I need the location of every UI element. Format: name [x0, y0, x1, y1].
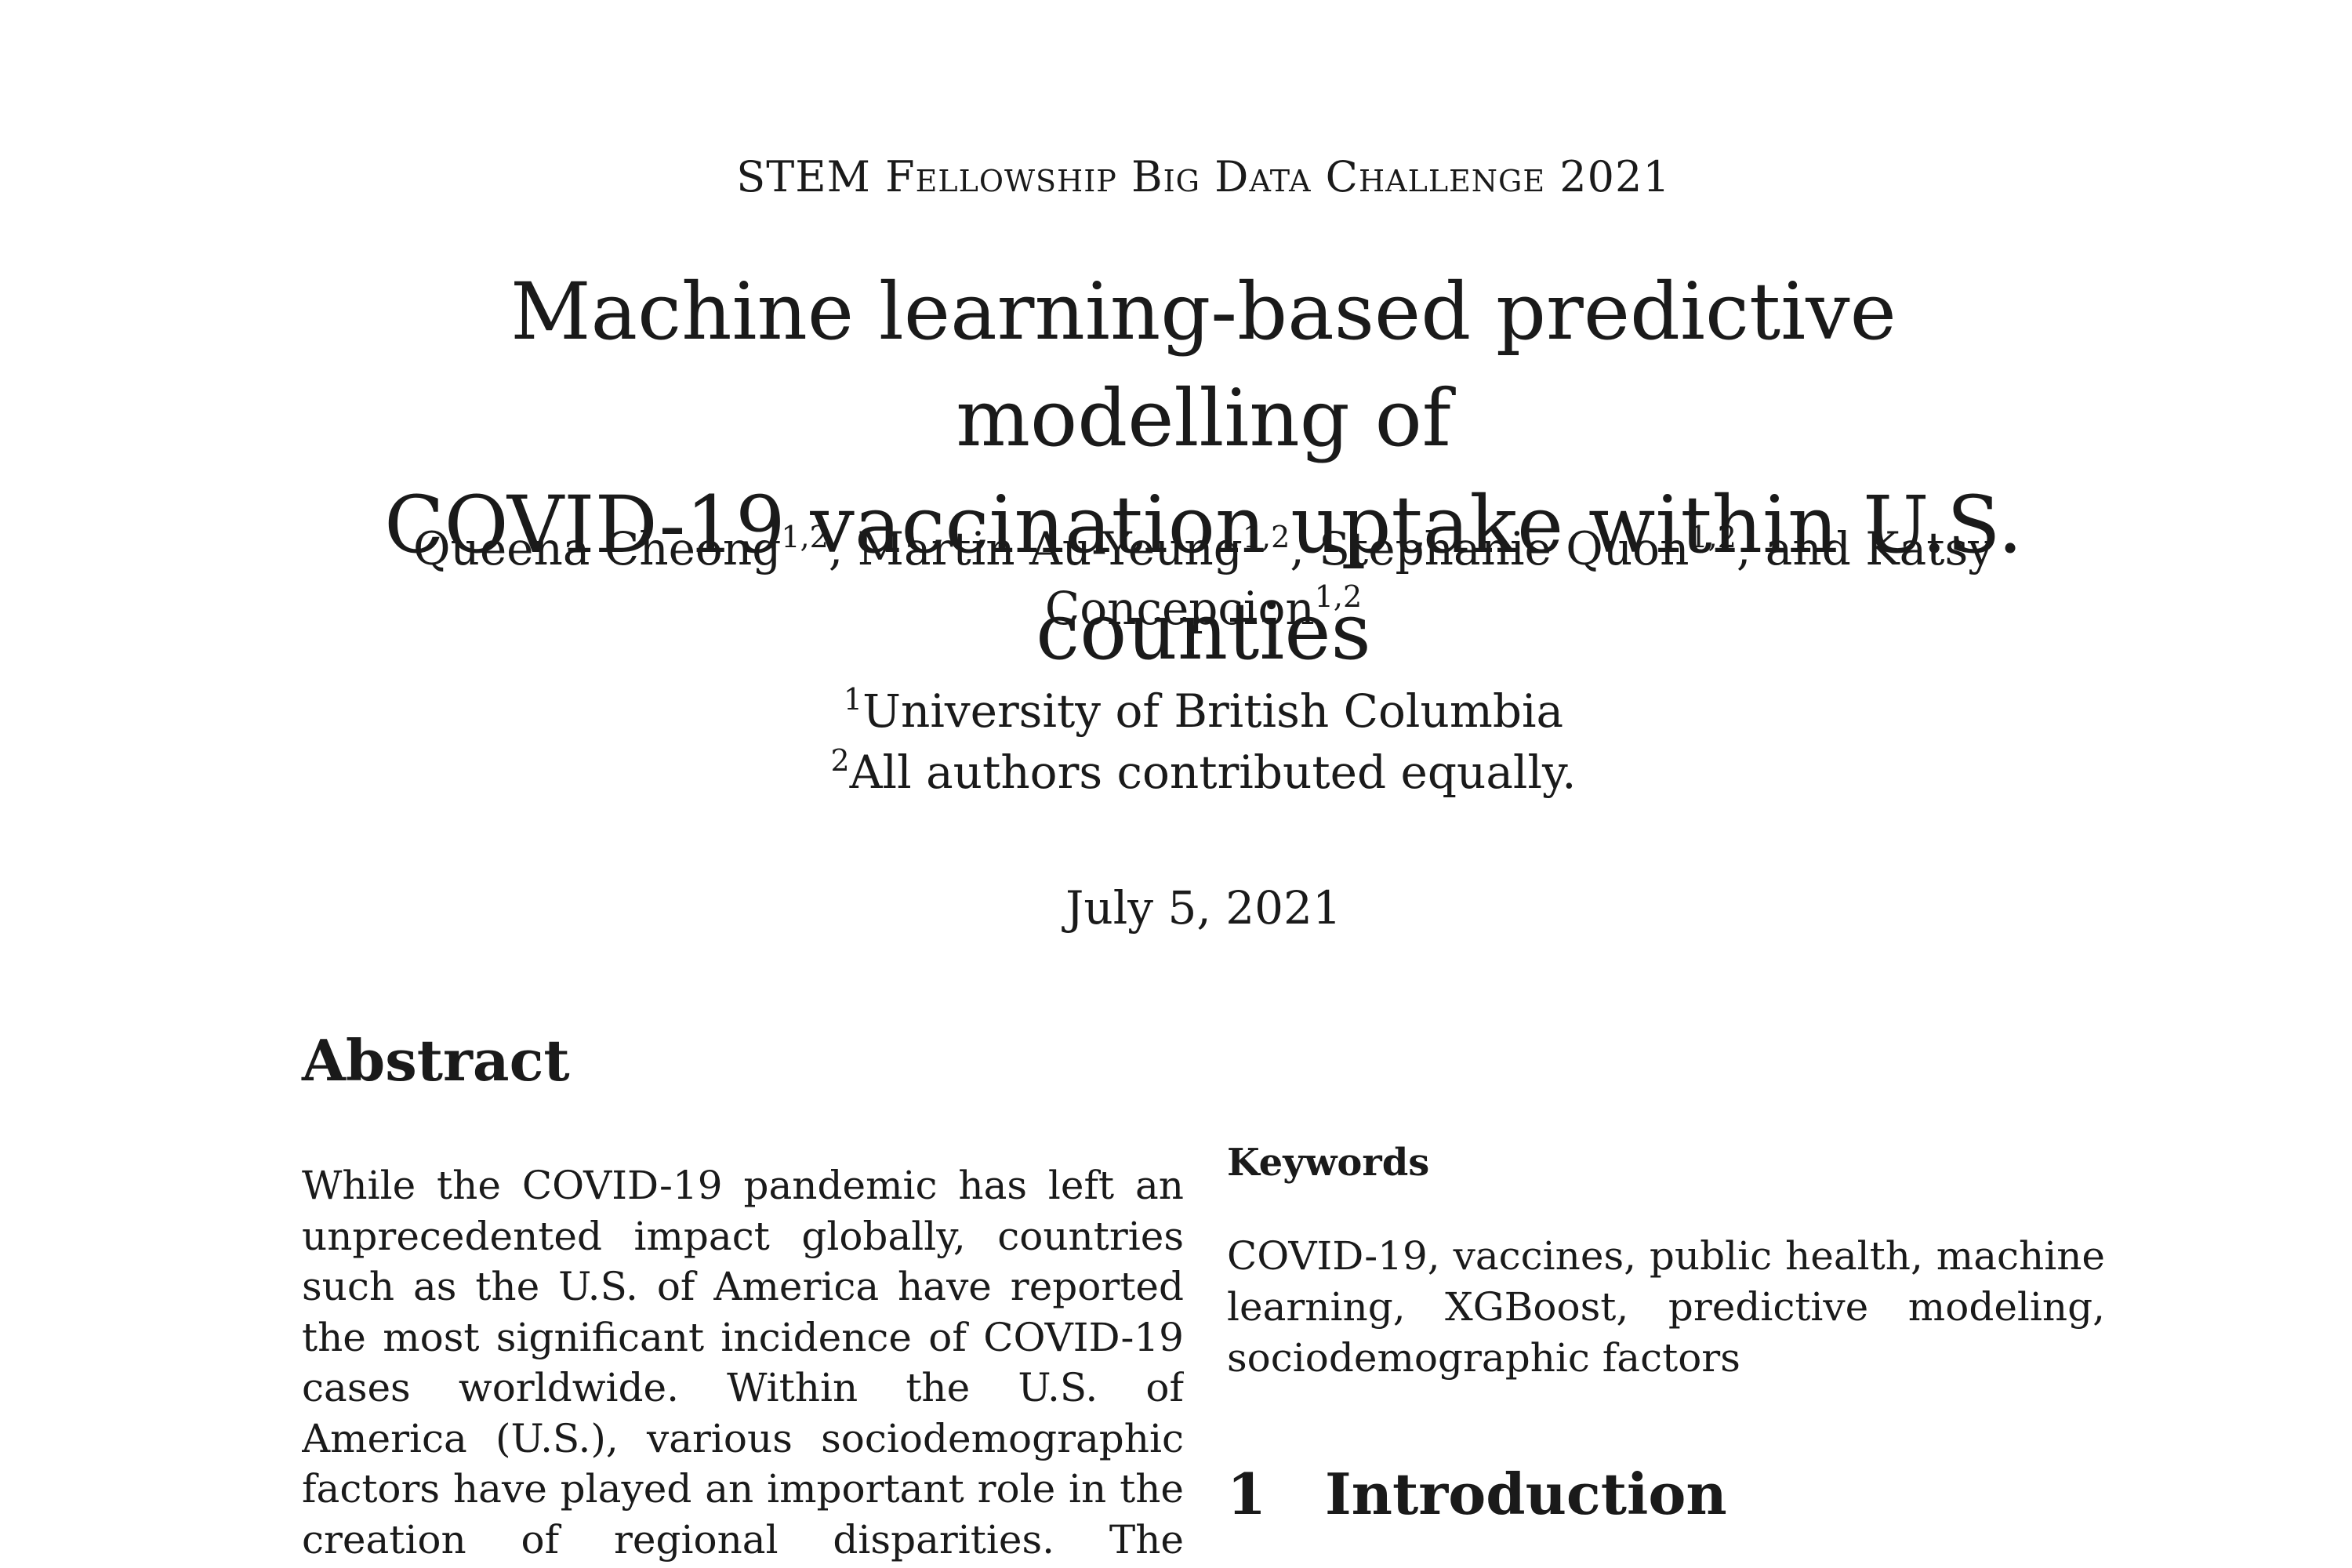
title-line-1: Machine learning-based predictive modell… [510, 266, 1896, 464]
section-heading-introduction: 1 Introduction [1227, 1457, 1727, 1532]
abstract-heading: Abstract [302, 1027, 570, 1094]
venue-line: STEM Fellowship Big Data Challenge 2021 [736, 152, 1671, 201]
author-affiliation-mark: 1,2 [781, 520, 829, 554]
section-number: 1 [1227, 1461, 1267, 1527]
affiliation-line: 2All authors contributed equally. [302, 742, 2105, 803]
keywords-heading: Keywords [1227, 1141, 1430, 1185]
affiliation-mark: 1 [843, 682, 863, 717]
abstract-text: While the COVID-19 pandemic has left an … [302, 1163, 1184, 1568]
author-name: Queena Cheong [412, 522, 782, 575]
keywords-text: COVID-19, vaccines, public health, machi… [1227, 1233, 2105, 1381]
author-name: Stephanie Quon [1319, 522, 1690, 575]
affiliation-text: All authors contributed equally. [849, 746, 1577, 799]
author-affiliation-mark: 1,2 [1314, 579, 1363, 614]
author-name: Martin Au-Yeung [857, 522, 1243, 575]
affiliation-list: 1University of British Columbia 2All aut… [302, 681, 2105, 803]
paper-title: Machine learning-based predictive modell… [302, 259, 2105, 685]
title-line-2: COVID-19 vaccination uptake within U.S. … [384, 479, 2023, 677]
author-separator: , and [1736, 522, 1866, 575]
affiliation-line: 1University of British Columbia [302, 681, 2105, 742]
author-name: Katsy Concepcion [1044, 522, 1994, 635]
author-separator: , [1290, 522, 1319, 575]
affiliation-mark: 2 [830, 743, 850, 778]
author-separator: , [828, 522, 858, 575]
affiliation-text: University of British Columbia [862, 684, 1564, 738]
author-list: Queena Cheong1,2, Martin Au-Yeung1,2, St… [302, 519, 2105, 638]
section-title: Introduction [1325, 1461, 1727, 1527]
publication-date: July 5, 2021 [1065, 881, 1341, 935]
author-affiliation-mark: 1,2 [1242, 520, 1290, 554]
author-affiliation-mark: 1,2 [1689, 520, 1737, 554]
